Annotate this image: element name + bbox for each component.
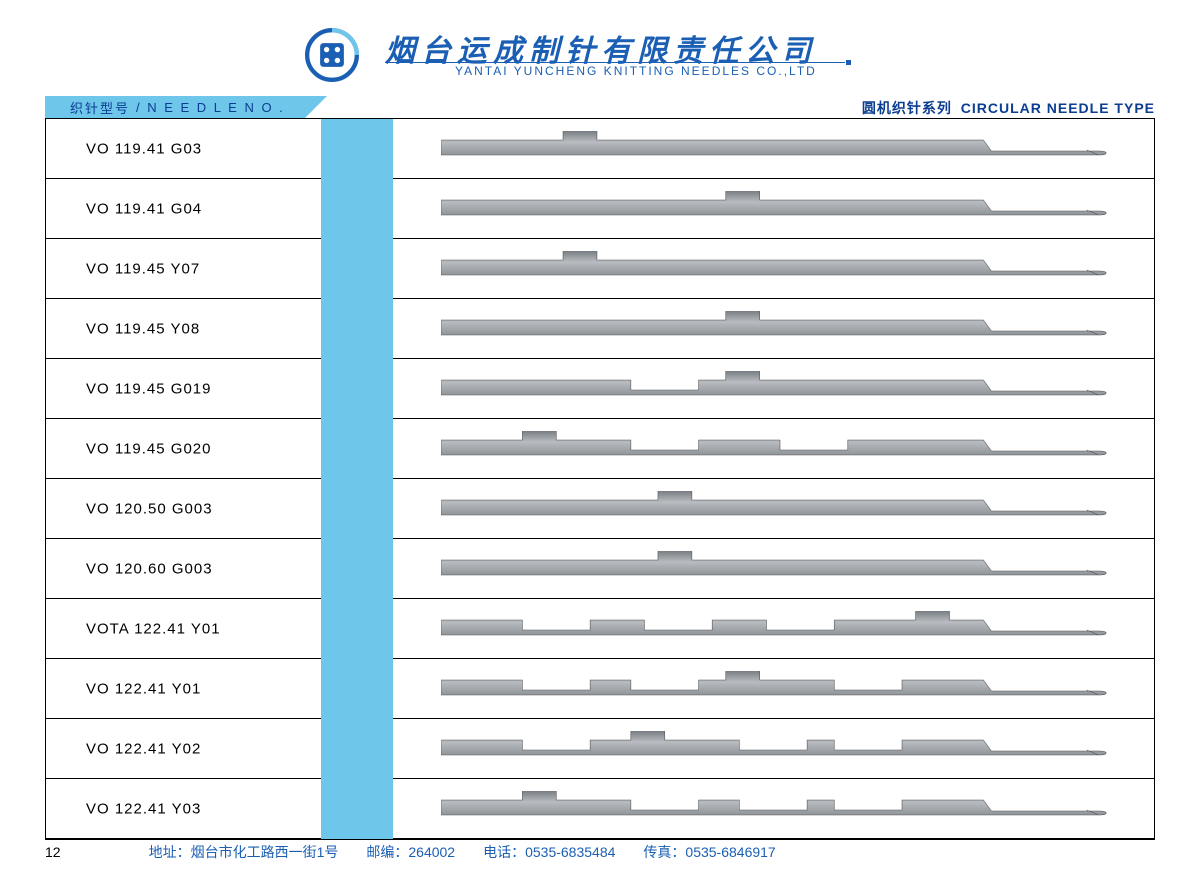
needle-code: VO 122.41 Y03 <box>86 800 201 817</box>
needle-table: VO 119.41 G03 VO 119.41 G04 VO 119.45 Y0… <box>45 118 1155 840</box>
header-divider <box>385 62 845 63</box>
needle-diagram <box>441 611 1119 647</box>
needle-code: VO 119.41 G03 <box>86 140 202 157</box>
table-row: VO 122.41 Y02 <box>46 719 1154 779</box>
needle-diagram <box>441 131 1119 167</box>
table-row: VO 119.41 G03 <box>46 119 1154 179</box>
needle-diagram <box>441 491 1119 527</box>
footer-tel: 电话：0535-6835484 <box>483 842 615 862</box>
band-left-label: 织针型号 / N E E D L E N O . <box>45 96 305 118</box>
section-band: 织针型号 / N E E D L E N O . 圆机织针系列 CIRCULAR… <box>45 96 1155 118</box>
band-right-en: CIRCULAR NEEDLE TYPE <box>961 100 1155 116</box>
table-row: VO 119.45 G019 <box>46 359 1154 419</box>
page-number: 12 <box>45 844 61 860</box>
needle-code: VO 119.45 G019 <box>86 380 211 397</box>
band-left-cn: 织针型号 <box>70 98 130 117</box>
needle-code: VO 120.60 G003 <box>86 560 213 577</box>
needle-code: VO 119.45 G020 <box>86 440 211 457</box>
table-row: VO 119.45 G020 <box>46 419 1154 479</box>
table-row: VO 120.60 G003 <box>46 539 1154 599</box>
table-row: VO 119.45 Y07 <box>46 239 1154 299</box>
page-footer: 12 地址：烟台市化工路西一街1号 邮编：264002 电话：0535-6835… <box>45 842 1155 862</box>
needle-diagram <box>441 371 1119 407</box>
table-row: VO 122.41 Y01 <box>46 659 1154 719</box>
needle-diagram <box>441 551 1119 587</box>
needle-diagram <box>441 731 1119 767</box>
table-row: VO 119.41 G04 <box>46 179 1154 239</box>
needle-code: VO 120.50 G003 <box>86 500 213 517</box>
needle-diagram <box>441 431 1119 467</box>
table-row: VO 122.41 Y03 <box>46 779 1154 839</box>
needle-code: VO 122.41 Y01 <box>86 680 201 697</box>
needle-code: VO 122.41 Y02 <box>86 740 201 757</box>
band-right-cn: 圆机织针系列 <box>862 100 952 116</box>
table-row: VO 119.45 Y08 <box>46 299 1154 359</box>
page-header: 烟台运成制针有限责任公司 YANTAI YUNCHENG KNITTING NE… <box>305 28 1155 90</box>
needle-code: VO 119.45 Y08 <box>86 320 200 337</box>
company-logo <box>305 28 359 82</box>
needle-code: VO 119.45 Y07 <box>86 260 200 277</box>
footer-fax: 传真：0535-6846917 <box>643 842 775 862</box>
table-row: VO 120.50 G003 <box>46 479 1154 539</box>
needle-code: VOTA 122.41 Y01 <box>86 620 221 637</box>
needle-diagram <box>441 671 1119 707</box>
needle-diagram <box>441 311 1119 347</box>
needle-code: VO 119.41 G04 <box>86 200 202 217</box>
footer-address: 地址：烟台市化工路西一街1号 <box>149 842 339 862</box>
table-row: VOTA 122.41 Y01 <box>46 599 1154 659</box>
needle-diagram <box>441 191 1119 227</box>
band-right-label: 圆机织针系列 CIRCULAR NEEDLE TYPE <box>862 98 1155 118</box>
needle-diagram <box>441 251 1119 287</box>
band-left-en: / N E E D L E N O . <box>136 100 285 115</box>
footer-zip: 邮编：264002 <box>366 842 455 862</box>
needle-diagram <box>441 791 1119 827</box>
company-name-en: YANTAI YUNCHENG KNITTING NEEDLES CO.,LTD <box>455 64 817 78</box>
